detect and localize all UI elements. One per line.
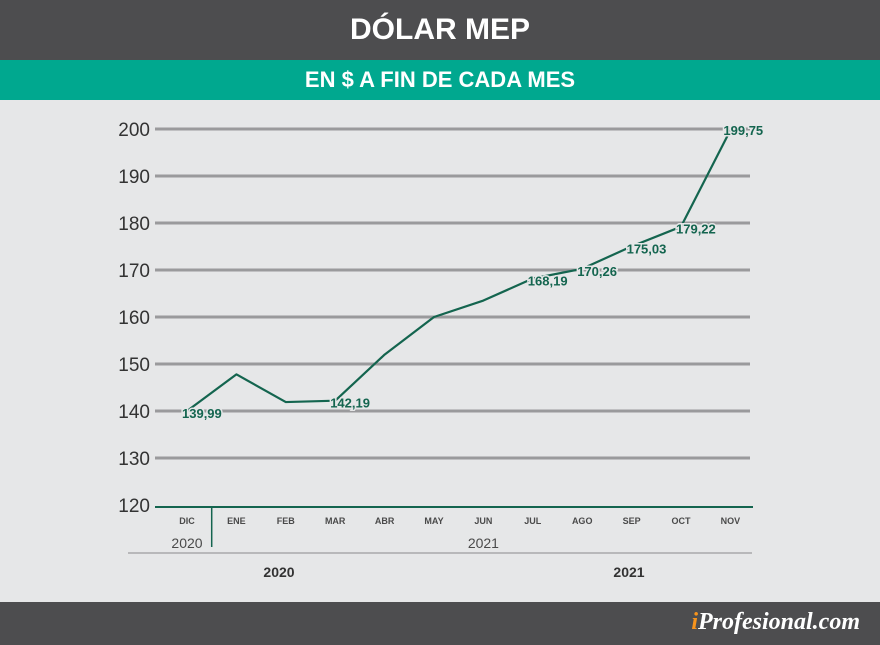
x-tick-label: JUN bbox=[474, 516, 492, 526]
data-label: 170,26 bbox=[577, 264, 617, 279]
data-label-halo: 175,03 bbox=[627, 241, 667, 256]
footer-bar: iProfesional.com bbox=[0, 602, 880, 645]
x-tick-label: ABR bbox=[375, 516, 395, 526]
outer-year-label: 2021 bbox=[613, 564, 644, 580]
x-tick-label: MAY bbox=[424, 516, 443, 526]
x-tick-label: NOV bbox=[721, 516, 741, 526]
data-label-halo: 168,19 bbox=[528, 274, 568, 289]
logo-text: Profesional.com bbox=[698, 609, 860, 635]
brand-logo: iProfesional.com bbox=[691, 609, 860, 636]
chart-title: DÓLAR MEP bbox=[0, 0, 880, 60]
y-tick-label: 160 bbox=[118, 308, 150, 329]
data-label-halo: 199,75 bbox=[723, 123, 763, 138]
data-label-halo: 170,26 bbox=[577, 264, 617, 279]
y-tick-label: 180 bbox=[118, 214, 150, 235]
x-tick-label: AGO bbox=[572, 516, 593, 526]
data-label: 139,99 bbox=[182, 406, 222, 421]
data-label-halo: 179,22 bbox=[676, 222, 716, 237]
data-label: 142,19 bbox=[330, 396, 370, 411]
data-label: 168,19 bbox=[528, 274, 568, 289]
y-tick-label: 200 bbox=[118, 120, 150, 141]
logo-prefix: i bbox=[691, 609, 698, 635]
line-chart: 120 130 140 150 160 170 180 190 200 DIC ENE FEB MAR A… bbox=[118, 120, 764, 580]
chart-subtitle: EN $ A FIN DE CADA MES bbox=[0, 60, 880, 100]
y-tick-label: 140 bbox=[118, 402, 150, 423]
x-tick-label: SEP bbox=[623, 516, 641, 526]
data-label-halo: 139,99 bbox=[182, 406, 222, 421]
x-tick-label: MAR bbox=[325, 516, 346, 526]
chart-area: 120 130 140 150 160 170 180 190 200 DIC ENE FEB MAR A… bbox=[0, 100, 880, 602]
series-line bbox=[186, 129, 732, 412]
y-tick-label: 190 bbox=[118, 167, 150, 188]
y-tick-label: 170 bbox=[118, 261, 150, 282]
x-tick-label: FEB bbox=[277, 516, 296, 526]
outer-year-label: 2020 bbox=[263, 564, 294, 580]
data-label: 179,22 bbox=[676, 222, 716, 237]
y-tick-label: 150 bbox=[118, 355, 150, 376]
data-label: 199,75 bbox=[723, 123, 763, 138]
data-label: 175,03 bbox=[627, 241, 667, 256]
data-label-halo: 142,19 bbox=[330, 396, 370, 411]
y-tick-label: 130 bbox=[118, 449, 150, 470]
x-tick-label: ENE bbox=[227, 516, 246, 526]
x-tick-label: JUL bbox=[524, 516, 542, 526]
y-tick-label: 120 bbox=[118, 496, 150, 517]
x-tick-label: OCT bbox=[672, 516, 692, 526]
x-tick-label: DIC bbox=[179, 516, 195, 526]
year-label: 2021 bbox=[468, 535, 499, 551]
year-label: 2020 bbox=[171, 535, 202, 551]
